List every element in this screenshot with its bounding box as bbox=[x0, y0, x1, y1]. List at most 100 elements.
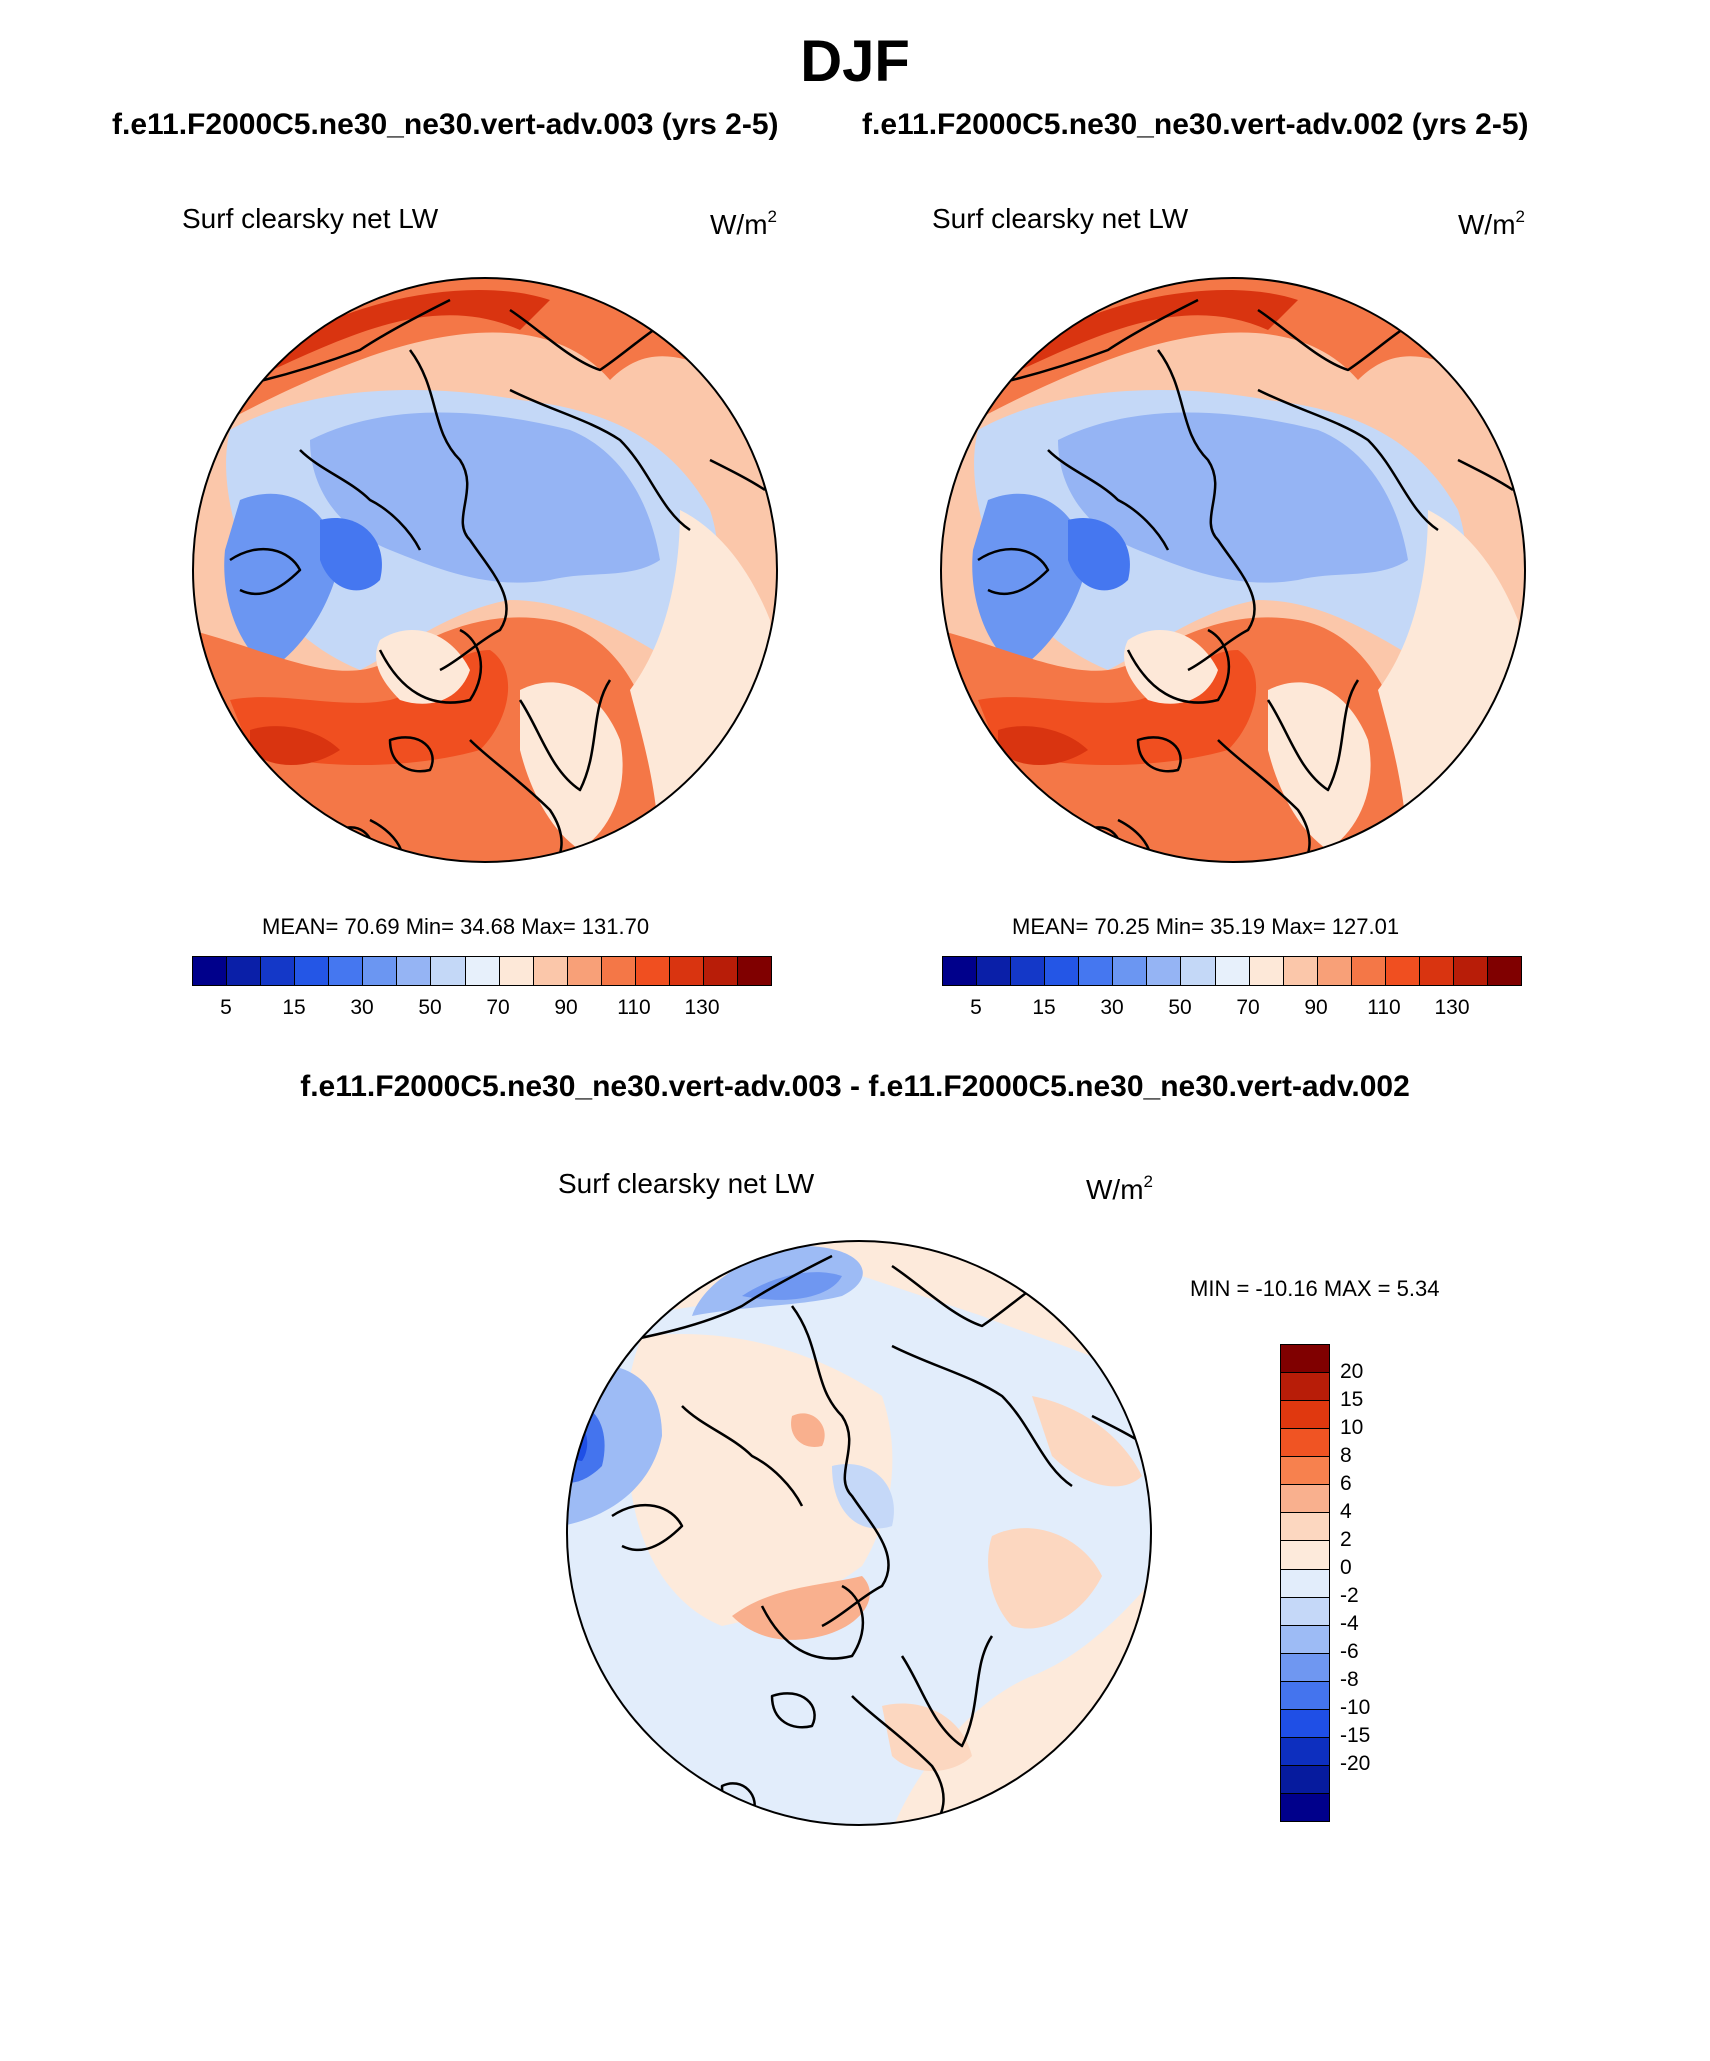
panel-a-colorbar-tick-label: 15 bbox=[282, 996, 306, 1019]
difference-colorbar-swatch bbox=[1281, 1569, 1329, 1598]
panel-a-colorbar-swatch bbox=[227, 957, 262, 985]
panel-a-colorbar-tick-label: 110 bbox=[617, 996, 651, 1019]
panel-b-colorbar-tick-label: 130 bbox=[1434, 996, 1470, 1019]
difference-colorbar bbox=[1280, 1344, 1330, 1822]
panel-a-colorbar-swatch bbox=[193, 957, 228, 985]
panel-a-colorbar-swatch bbox=[363, 957, 398, 985]
panel-a-colorbar-ticks: 5 15 30 50 70 90 110 130 bbox=[192, 996, 770, 1026]
difference-colorbar-swatch bbox=[1281, 1794, 1329, 1822]
panel-b-colorbar-swatch bbox=[943, 957, 978, 985]
panel-b-colorbar-swatch bbox=[1283, 957, 1318, 985]
panel-a-colorbar-tick-label: 130 bbox=[684, 996, 720, 1019]
difference-colorbar-swatch bbox=[1281, 1681, 1329, 1710]
panel-a-colorbar-tick-label: 90 bbox=[554, 996, 578, 1019]
difference-title: f.e11.F2000C5.ne30_ne30.vert-adv.003 - f… bbox=[300, 1070, 1410, 1103]
figure-title: DJF bbox=[800, 29, 910, 94]
panel-a-colorbar-swatch bbox=[329, 957, 364, 985]
difference-colorbar-swatch bbox=[1281, 1457, 1329, 1486]
panel-b-colorbar-tick-label: 110 bbox=[1367, 996, 1401, 1019]
difference-variable-label: Surf clearsky net LW bbox=[558, 1168, 815, 1199]
difference-colorbar-swatch bbox=[1281, 1625, 1329, 1654]
difference-colorbar-tick-label: 2 bbox=[1340, 1528, 1352, 1551]
panel-b-colorbar-ticks: 5 15 30 50 70 90 110 130 bbox=[942, 996, 1520, 1026]
panel-a-colorbar-swatch bbox=[703, 957, 738, 985]
panel-b-polar-map bbox=[940, 277, 1526, 863]
panel-b-units: W/m2 bbox=[1458, 207, 1525, 240]
panel-b-colorbar-swatch bbox=[1045, 957, 1080, 985]
panel-b-colorbar-swatch bbox=[1011, 957, 1046, 985]
panel-a-colorbar-swatch bbox=[738, 957, 772, 985]
panel-b-colorbar-swatch bbox=[1181, 957, 1216, 985]
panel-b-colorbar-tick-label: 90 bbox=[1304, 996, 1328, 1019]
difference-units: W/m2 bbox=[1086, 1172, 1153, 1205]
panel-b-colorbar-swatch bbox=[1113, 957, 1148, 985]
panel-a-colorbar-swatch bbox=[261, 957, 296, 985]
difference-colorbar-swatch bbox=[1281, 1345, 1329, 1374]
difference-colorbar-tick-label: 4 bbox=[1340, 1500, 1352, 1523]
difference-colorbar-swatch bbox=[1281, 1597, 1329, 1626]
panel-b-colorbar-tick-label: 5 bbox=[970, 996, 982, 1019]
panel-a-colorbar bbox=[192, 956, 772, 986]
difference-colorbar-ticks: 20 15 10 8 6 4 2 0 -2 -4 -6 -8 -10 -15 -20 bbox=[1340, 1344, 1400, 1820]
panel-a-case-title: f.e11.F2000C5.ne30_ne30.vert-adv.003 (yr… bbox=[112, 108, 779, 141]
panel-b-colorbar-tick-label: 50 bbox=[1168, 996, 1192, 1019]
panel-a-colorbar-tick-label: 50 bbox=[418, 996, 442, 1019]
panel-b-stats: MEAN= 70.25 Min= 35.19 Max= 127.01 bbox=[1012, 914, 1400, 939]
panel-a-colorbar-swatch bbox=[397, 957, 432, 985]
panel-a-colorbar-swatch bbox=[499, 957, 534, 985]
difference-colorbar-tick-label: 0 bbox=[1340, 1556, 1352, 1579]
panel-a-stats: MEAN= 70.69 Min= 34.68 Max= 131.70 bbox=[262, 914, 650, 939]
difference-polar-map bbox=[566, 1240, 1152, 1826]
difference-colorbar-swatch bbox=[1281, 1485, 1329, 1514]
difference-colorbar-swatch bbox=[1281, 1513, 1329, 1542]
panel-a-colorbar-swatch bbox=[669, 957, 704, 985]
difference-colorbar-tick-label: -15 bbox=[1340, 1724, 1371, 1747]
panel-a-colorbar-tick-label: 70 bbox=[486, 996, 510, 1019]
panel-b-colorbar-swatch bbox=[1453, 957, 1488, 985]
panel-a-variable-label: Surf clearsky net LW bbox=[182, 203, 439, 234]
panel-b-colorbar-swatch bbox=[1079, 957, 1114, 985]
panel-a-colorbar-tick-label: 30 bbox=[350, 996, 374, 1019]
difference-colorbar-tick-label: 8 bbox=[1340, 1444, 1352, 1467]
panel-a-colorbar-swatch bbox=[635, 957, 670, 985]
difference-colorbar-tick-label: 6 bbox=[1340, 1472, 1352, 1495]
panel-b-colorbar-swatch bbox=[1385, 957, 1420, 985]
panel-b-colorbar bbox=[942, 956, 1522, 986]
difference-colorbar-swatch bbox=[1281, 1653, 1329, 1682]
panel-a-colorbar-swatch bbox=[431, 957, 466, 985]
difference-colorbar-swatch bbox=[1281, 1429, 1329, 1458]
difference-colorbar-swatch bbox=[1281, 1541, 1329, 1570]
panel-a-polar-map bbox=[192, 277, 778, 863]
difference-colorbar-tick-label: -6 bbox=[1340, 1640, 1359, 1663]
panel-b-colorbar-swatch bbox=[1249, 957, 1284, 985]
difference-colorbar-swatch bbox=[1281, 1373, 1329, 1402]
difference-colorbar-swatch bbox=[1281, 1401, 1329, 1430]
difference-colorbar-tick-label: -4 bbox=[1340, 1612, 1359, 1635]
panel-a-colorbar-swatch bbox=[533, 957, 568, 985]
difference-colorbar-tick-label: -10 bbox=[1340, 1696, 1371, 1719]
panel-b-colorbar-swatch bbox=[1488, 957, 1522, 985]
panel-a-colorbar-swatch bbox=[295, 957, 330, 985]
panel-b-colorbar-swatch bbox=[1419, 957, 1454, 985]
difference-colorbar-tick-label: -8 bbox=[1340, 1668, 1359, 1691]
difference-colorbar-swatch bbox=[1281, 1737, 1329, 1766]
panel-b-colorbar-swatch bbox=[1317, 957, 1352, 985]
panel-b-case-title: f.e11.F2000C5.ne30_ne30.vert-adv.002 (yr… bbox=[862, 108, 1529, 141]
difference-colorbar-tick-label: 20 bbox=[1340, 1360, 1364, 1383]
panel-a-units: W/m2 bbox=[710, 207, 777, 240]
panel-b-colorbar-swatch bbox=[1351, 957, 1386, 985]
difference-colorbar-swatch bbox=[1281, 1709, 1329, 1738]
difference-colorbar-tick-label: 15 bbox=[1340, 1388, 1364, 1411]
panel-b-colorbar-swatch bbox=[977, 957, 1012, 985]
panel-a-colorbar-swatch bbox=[567, 957, 602, 985]
difference-colorbar-tick-label: -2 bbox=[1340, 1584, 1359, 1607]
panel-b-colorbar-swatch bbox=[1147, 957, 1182, 985]
difference-colorbar-tick-label: 10 bbox=[1340, 1416, 1364, 1439]
panel-a-colorbar-tick-label: 5 bbox=[220, 996, 232, 1019]
panel-b-colorbar-tick-label: 15 bbox=[1032, 996, 1056, 1019]
panel-b-colorbar-tick-label: 30 bbox=[1100, 996, 1124, 1019]
difference-stats: MIN = -10.16 MAX = 5.34 bbox=[1190, 1276, 1440, 1301]
difference-colorbar-swatch bbox=[1281, 1765, 1329, 1794]
panel-a-colorbar-swatch bbox=[465, 957, 500, 985]
panel-b-colorbar-swatch bbox=[1215, 957, 1250, 985]
